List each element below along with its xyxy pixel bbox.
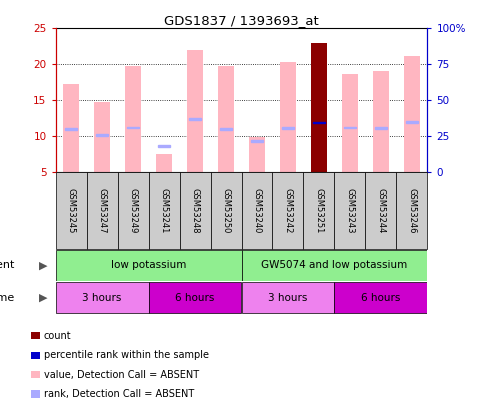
- Bar: [404, 55, 420, 172]
- Bar: [94, 102, 110, 172]
- FancyBboxPatch shape: [86, 172, 117, 249]
- Text: GSM53248: GSM53248: [190, 188, 199, 233]
- Text: time: time: [0, 293, 14, 303]
- Text: GSM53251: GSM53251: [314, 188, 324, 233]
- Text: GSM53247: GSM53247: [98, 188, 107, 233]
- FancyBboxPatch shape: [366, 172, 397, 249]
- Bar: [242, 282, 334, 313]
- Bar: [242, 250, 427, 281]
- Bar: [344, 127, 356, 128]
- Text: ▶: ▶: [39, 260, 48, 270]
- Bar: [373, 71, 389, 172]
- Bar: [158, 145, 170, 147]
- Bar: [56, 250, 242, 281]
- Bar: [282, 128, 294, 129]
- Text: GSM53240: GSM53240: [253, 188, 261, 233]
- Text: GW5074 and low potassium: GW5074 and low potassium: [261, 260, 408, 270]
- FancyBboxPatch shape: [211, 172, 242, 249]
- Text: percentile rank within the sample: percentile rank within the sample: [44, 350, 209, 360]
- Text: GSM53250: GSM53250: [222, 188, 230, 233]
- Bar: [149, 282, 242, 313]
- Text: GSM53249: GSM53249: [128, 188, 138, 233]
- Bar: [56, 282, 149, 313]
- Bar: [96, 134, 108, 136]
- Text: GSM53243: GSM53243: [345, 188, 355, 233]
- Bar: [218, 66, 234, 172]
- Text: GSM53245: GSM53245: [67, 188, 75, 233]
- Title: GDS1837 / 1393693_at: GDS1837 / 1393693_at: [164, 14, 319, 27]
- Text: count: count: [44, 331, 71, 341]
- Text: rank, Detection Call = ABSENT: rank, Detection Call = ABSENT: [44, 389, 194, 399]
- Bar: [63, 84, 79, 172]
- Bar: [125, 66, 141, 172]
- FancyBboxPatch shape: [180, 172, 211, 249]
- Bar: [406, 121, 418, 123]
- Bar: [65, 128, 77, 130]
- Text: agent: agent: [0, 260, 14, 270]
- FancyBboxPatch shape: [117, 172, 149, 249]
- FancyBboxPatch shape: [397, 172, 427, 249]
- Text: GSM53246: GSM53246: [408, 188, 416, 233]
- FancyBboxPatch shape: [242, 172, 272, 249]
- Text: GSM53244: GSM53244: [376, 188, 385, 233]
- Bar: [187, 50, 203, 172]
- FancyBboxPatch shape: [272, 172, 303, 249]
- Text: 6 hours: 6 hours: [361, 293, 401, 303]
- Bar: [249, 137, 265, 172]
- Bar: [313, 122, 325, 124]
- Bar: [156, 154, 172, 172]
- Text: GSM53241: GSM53241: [159, 188, 169, 233]
- Bar: [280, 62, 296, 172]
- Text: value, Detection Call = ABSENT: value, Detection Call = ABSENT: [44, 370, 199, 379]
- Bar: [311, 43, 327, 172]
- Bar: [189, 118, 201, 120]
- Text: 6 hours: 6 hours: [175, 293, 215, 303]
- Bar: [375, 128, 387, 129]
- Bar: [342, 74, 358, 172]
- Bar: [251, 140, 263, 142]
- Text: low potassium: low potassium: [111, 260, 186, 270]
- Bar: [127, 127, 139, 128]
- Bar: [220, 128, 232, 130]
- FancyBboxPatch shape: [56, 172, 86, 249]
- Text: GSM53242: GSM53242: [284, 188, 293, 233]
- Bar: [334, 282, 427, 313]
- Text: 3 hours: 3 hours: [82, 293, 122, 303]
- Text: ▶: ▶: [39, 293, 48, 303]
- FancyBboxPatch shape: [334, 172, 366, 249]
- FancyBboxPatch shape: [149, 172, 180, 249]
- Text: 3 hours: 3 hours: [268, 293, 308, 303]
- FancyBboxPatch shape: [303, 172, 334, 249]
